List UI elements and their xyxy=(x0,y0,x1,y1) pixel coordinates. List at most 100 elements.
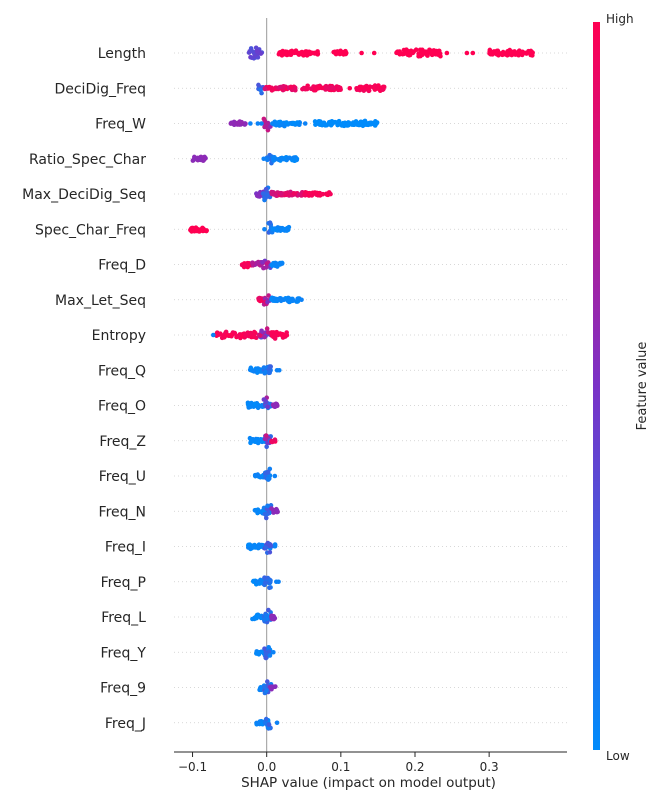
feature-spec-char-freq-point xyxy=(190,225,196,231)
feature-freq-l-points xyxy=(250,607,278,625)
feature-decidig-freq-point xyxy=(375,86,380,91)
feature-freq-j-point xyxy=(255,721,260,726)
feature-length-point xyxy=(301,53,306,58)
feature-freq-w-point xyxy=(317,122,322,127)
feature-freq-l-point xyxy=(262,617,267,623)
feature-entropy-points xyxy=(211,326,290,341)
feature-spec-char-freq-point xyxy=(262,226,267,232)
feature-freq-j-point xyxy=(274,720,280,726)
feature-freq-d-point xyxy=(274,261,280,267)
feature-freq-i-points xyxy=(245,540,278,555)
feature-length-point xyxy=(487,47,493,53)
feature-freq-n-point xyxy=(265,503,270,509)
feature-freq-y-point xyxy=(263,655,269,661)
feature-max-decidig-seq-point xyxy=(278,191,283,196)
x-tick-label: 0.2 xyxy=(405,760,424,774)
feature-max-let-seq-point xyxy=(278,298,284,304)
feature-freq-q-point xyxy=(256,368,262,373)
feature-label: Length xyxy=(98,46,146,62)
feature-ratio-spec-char-point xyxy=(294,157,299,162)
feature-entropy-point xyxy=(262,334,267,340)
feature-ratio-spec-char-point xyxy=(197,156,203,162)
feature-label: Freq_P xyxy=(101,575,146,591)
feature-entropy-point xyxy=(211,332,216,338)
feature-spec-char-freq-point xyxy=(273,227,279,232)
feature-decidig-freq-point xyxy=(323,85,329,91)
feature-max-decidig-seq-point xyxy=(302,193,308,198)
feature-decidig-freq-point xyxy=(267,85,272,90)
feature-length-point xyxy=(297,50,302,56)
feature-freq-d-point xyxy=(243,262,249,268)
feature-freq-i-point xyxy=(259,542,264,548)
feature-freq-p-point xyxy=(268,578,273,583)
feature-freq-z-point xyxy=(248,438,254,444)
feature-freq-d-point xyxy=(263,265,269,270)
feature-freq-n-point xyxy=(269,506,274,511)
feature-freq-o-point xyxy=(252,401,258,407)
beeswarm-points xyxy=(188,45,535,731)
feature-max-let-seq-point xyxy=(266,293,271,298)
feature-decidig-freq-point xyxy=(354,85,359,91)
feature-freq-w-point xyxy=(335,122,340,128)
feature-length-point xyxy=(254,49,260,54)
feature-max-decidig-seq-point xyxy=(318,192,323,198)
feature-freq-w-point xyxy=(264,121,270,127)
feature-freq-w-point xyxy=(248,121,253,126)
feature-freq-d-point xyxy=(279,261,285,266)
feature-freq-w-point xyxy=(349,122,355,127)
feature-entropy-point xyxy=(258,333,263,338)
feature-length-point xyxy=(528,48,534,54)
feature-length-point xyxy=(496,53,501,58)
feature-length-point xyxy=(287,50,292,55)
feature-freq-i-point xyxy=(268,542,273,548)
feature-ratio-spec-char-point xyxy=(276,157,281,162)
feature-decidig-freq-point xyxy=(328,85,334,90)
feature-length-point xyxy=(291,49,296,55)
feature-entropy-point xyxy=(280,333,286,338)
feature-freq-w-point xyxy=(284,120,289,125)
feature-freq-y-point xyxy=(257,650,262,655)
feature-freq-z-points xyxy=(247,433,278,450)
feature-label: Entropy xyxy=(92,328,146,344)
feature-length-point xyxy=(515,52,521,57)
feature-freq-w-point xyxy=(372,120,378,125)
feature-freq-z-point xyxy=(263,433,269,438)
feature-ratio-spec-char-point xyxy=(191,157,197,162)
feature-freq-p-point xyxy=(267,585,272,591)
feature-freq-w-point xyxy=(336,118,342,124)
feature-freq-o-point xyxy=(261,397,267,402)
feature-freq-9-point xyxy=(262,684,268,690)
feature-label: Max_Let_Seq xyxy=(55,293,146,309)
feature-freq-n-point xyxy=(262,511,268,517)
feature-freq-w-point xyxy=(279,122,285,128)
feature-freq-q-points xyxy=(247,364,282,376)
feature-freq-u-point xyxy=(266,476,272,481)
feature-freq-w-point xyxy=(346,123,351,128)
feature-freq-p-points xyxy=(251,575,281,591)
feature-freq-i-point xyxy=(267,549,273,555)
feature-length-point xyxy=(424,52,430,58)
feature-freq-w-point xyxy=(302,121,308,126)
feature-length-point xyxy=(436,49,441,54)
feature-length-point xyxy=(470,50,476,56)
colorbar-high-label: High xyxy=(606,12,634,26)
feature-freq-p-point xyxy=(276,579,281,585)
feature-freq-q-point xyxy=(248,365,254,371)
feature-length-point xyxy=(433,51,438,57)
feature-ratio-spec-char-points xyxy=(190,152,300,166)
feature-freq-o-point xyxy=(265,404,270,410)
feature-decidig-freq-point xyxy=(256,82,261,88)
feature-spec-char-freq-point xyxy=(284,228,290,233)
feature-label: Freq_J xyxy=(105,716,146,732)
feature-length-point xyxy=(444,50,450,56)
feature-max-let-seq-point xyxy=(291,298,296,303)
feature-decidig-freq-point xyxy=(262,86,268,92)
feature-freq-w-point xyxy=(291,121,297,126)
feature-freq-w-point xyxy=(364,121,370,126)
feature-label: Freq_Z xyxy=(99,434,146,450)
feature-max-let-seq-points xyxy=(256,293,304,307)
feature-decidig-freq-point xyxy=(308,86,314,92)
feature-entropy-point xyxy=(259,328,264,334)
x-tick-label: −0.1 xyxy=(178,760,207,774)
feature-decidig-freq-point xyxy=(347,85,353,91)
